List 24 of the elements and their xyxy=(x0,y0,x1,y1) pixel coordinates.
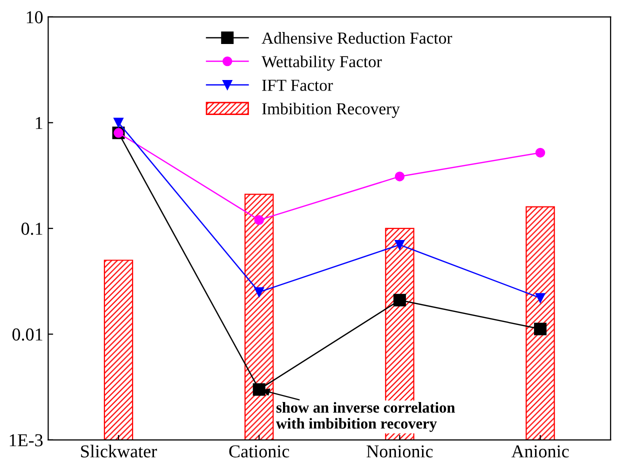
y-tick-label: 1 xyxy=(36,117,42,129)
point xyxy=(394,240,405,250)
point xyxy=(535,293,546,303)
legend-label: Wettability Factor xyxy=(262,56,382,71)
annotation: show an inverse correlation with imbibition recovery xyxy=(276,402,455,432)
x-tick-label: Cationic xyxy=(229,445,290,458)
point xyxy=(393,294,406,306)
point xyxy=(254,215,264,225)
legend-label: IFT Factor xyxy=(262,80,333,91)
point xyxy=(252,383,266,396)
x-tick-label: Slickwater xyxy=(81,444,157,458)
x-tick-label: Anionic xyxy=(511,445,569,458)
y-tick-label: 0.1 xyxy=(21,222,42,235)
point xyxy=(394,172,405,182)
point xyxy=(254,287,264,297)
y-tick-label: 10 xyxy=(26,11,43,24)
y-tick-label: 1E-3 xyxy=(10,434,43,446)
point xyxy=(114,118,124,128)
point xyxy=(534,322,547,336)
legend-label: Imbibition Recovery xyxy=(262,102,400,118)
y-tick-label: 0.01 xyxy=(12,328,42,341)
legend-label: Adhensive Reduction Factor xyxy=(262,32,452,44)
point xyxy=(535,148,546,158)
x-tick-label: Nonionic xyxy=(366,445,433,458)
